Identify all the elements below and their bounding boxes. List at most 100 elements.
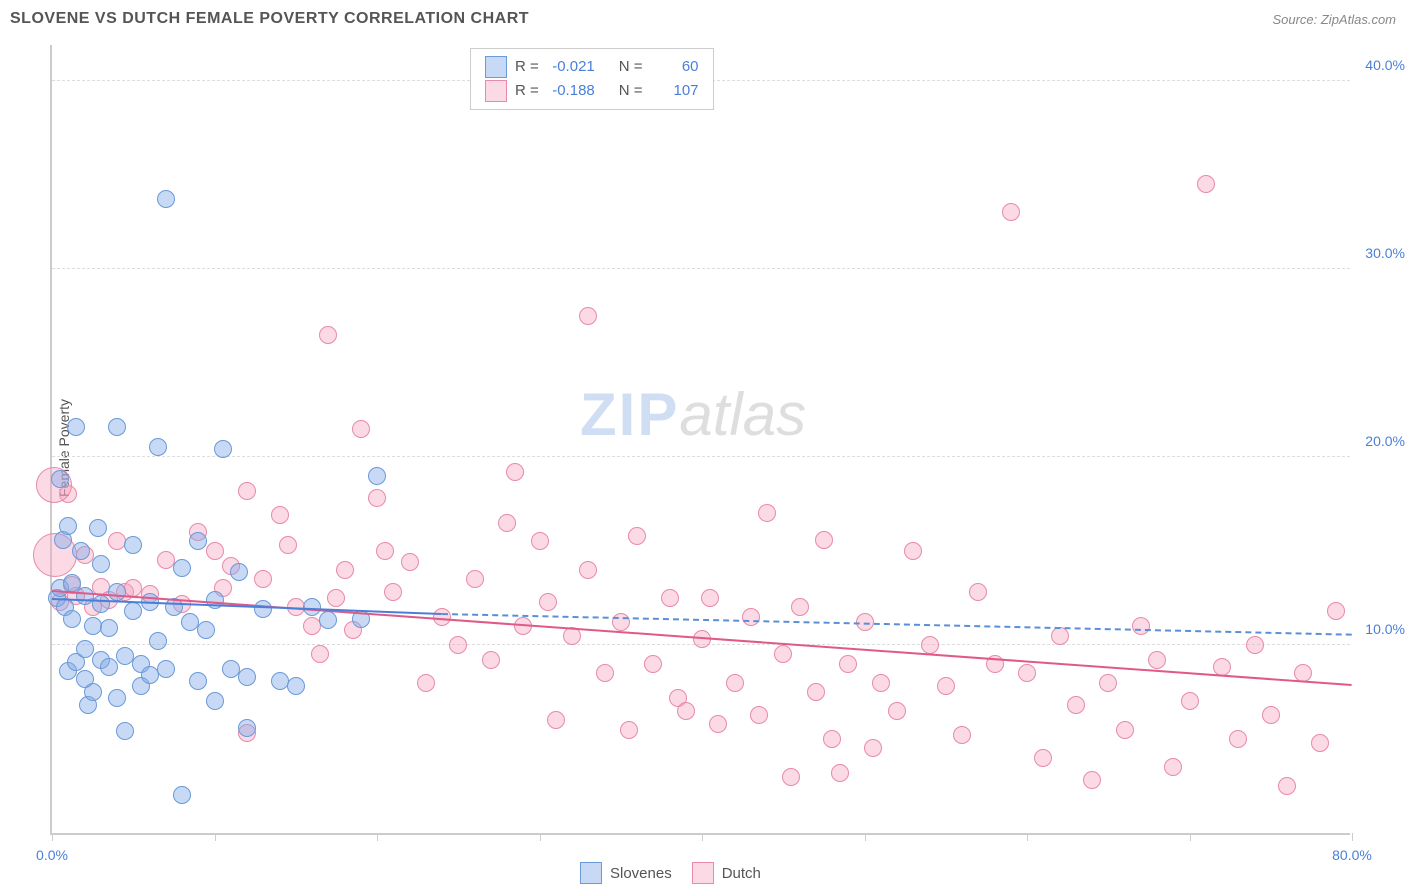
gridline-h [52,268,1350,269]
chart-title: SLOVENE VS DUTCH FEMALE POVERTY CORRELAT… [10,10,529,28]
legend-row-dutch: R = -0.188 N = 107 [485,79,699,103]
scatter-point-slovenes [100,658,118,676]
scatter-point-dutch [782,768,800,786]
scatter-point-dutch [466,570,484,588]
scatter-point-dutch [815,531,833,549]
scatter-point-dutch [628,527,646,545]
scatter-point-slovenes [173,786,191,804]
scatter-point-dutch [831,764,849,782]
scatter-point-dutch [531,532,549,550]
y-tick-label: 30.0% [1365,245,1405,261]
scatter-point-slovenes [287,677,305,695]
scatter-point-slovenes [319,611,337,629]
scatter-point-dutch [709,715,727,733]
scatter-point-dutch [579,307,597,325]
scatter-point-slovenes [214,440,232,458]
scatter-point-dutch [352,420,370,438]
scatter-point-dutch [311,645,329,663]
scatter-point-dutch [596,664,614,682]
scatter-point-slovenes [197,621,215,639]
n-value-dutch: 107 [651,79,699,103]
scatter-point-dutch [539,593,557,611]
scatter-point-dutch [921,636,939,654]
scatter-point-slovenes [89,519,107,537]
legend-row-slovenes: R = -0.021 N = 60 [485,55,699,79]
x-tick [215,833,216,841]
scatter-point-slovenes [238,668,256,686]
scatter-point-dutch [506,463,524,481]
scatter-point-dutch [1018,664,1036,682]
scatter-point-slovenes [149,438,167,456]
scatter-point-slovenes [108,418,126,436]
scatter-point-dutch [953,726,971,744]
legend-label-dutch: Dutch [722,865,761,882]
scatter-point-slovenes [116,722,134,740]
scatter-point-dutch [677,702,695,720]
scatter-point-slovenes [108,689,126,707]
legend-item-dutch: Dutch [692,862,761,884]
scatter-point-dutch [758,504,776,522]
scatter-point-dutch [791,598,809,616]
scatter-point-dutch [904,542,922,560]
scatter-point-dutch [1083,771,1101,789]
scatter-point-dutch [937,677,955,695]
scatter-point-dutch [327,589,345,607]
scatter-point-dutch [401,553,419,571]
scatter-point-dutch [579,561,597,579]
scatter-point-slovenes [157,660,175,678]
y-tick-label: 20.0% [1365,433,1405,449]
scatter-point-dutch [376,542,394,560]
scatter-point-dutch [726,674,744,692]
x-tick-label: 0.0% [36,847,68,863]
scatter-point-slovenes [124,536,142,554]
scatter-point-dutch [750,706,768,724]
scatter-point-dutch [254,570,272,588]
scatter-point-dutch [319,326,337,344]
correlation-legend: R = -0.021 N = 60 R = -0.188 N = 107 [470,48,714,110]
x-tick [1027,833,1028,841]
x-tick [1352,833,1353,841]
gridline-h [52,456,1350,457]
scatter-point-dutch [368,489,386,507]
y-tick-label: 10.0% [1365,621,1405,637]
scatter-point-dutch [206,542,224,560]
scatter-point-slovenes [59,517,77,535]
scatter-point-dutch [807,683,825,701]
x-tick [1190,833,1191,841]
scatter-point-dutch [644,655,662,673]
scatter-point-dutch [1164,758,1182,776]
scatter-point-slovenes [189,672,207,690]
scatter-point-dutch [1229,730,1247,748]
scatter-point-dutch [872,674,890,692]
legend-swatch-slovenes [485,56,507,78]
scatter-point-dutch [238,482,256,500]
scatter-plot-area: 10.0%20.0%30.0%40.0%0.0%80.0% [50,45,1350,835]
scatter-point-slovenes [173,559,191,577]
scatter-point-slovenes [76,640,94,658]
scatter-point-dutch [547,711,565,729]
scatter-point-slovenes [189,532,207,550]
scatter-point-slovenes [92,595,110,613]
r-value-dutch: -0.188 [547,79,595,103]
scatter-point-slovenes [206,692,224,710]
scatter-point-dutch [1327,602,1345,620]
scatter-point-slovenes [63,610,81,628]
scatter-point-slovenes [100,619,118,637]
scatter-point-dutch [620,721,638,739]
legend-swatch-slovenes-bottom [580,862,602,884]
scatter-point-dutch [1148,651,1166,669]
n-label: N = [619,55,643,79]
scatter-point-dutch [108,532,126,550]
scatter-point-dutch [417,674,435,692]
scatter-point-dutch [969,583,987,601]
scatter-point-dutch [1034,749,1052,767]
scatter-point-dutch [1278,777,1296,795]
scatter-point-dutch [742,608,760,626]
x-tick [377,833,378,841]
x-tick [702,833,703,841]
scatter-point-slovenes [51,470,69,488]
r-value-slovenes: -0.021 [547,55,595,79]
scatter-point-dutch [1197,175,1215,193]
scatter-point-dutch [449,636,467,654]
scatter-point-dutch [823,730,841,748]
